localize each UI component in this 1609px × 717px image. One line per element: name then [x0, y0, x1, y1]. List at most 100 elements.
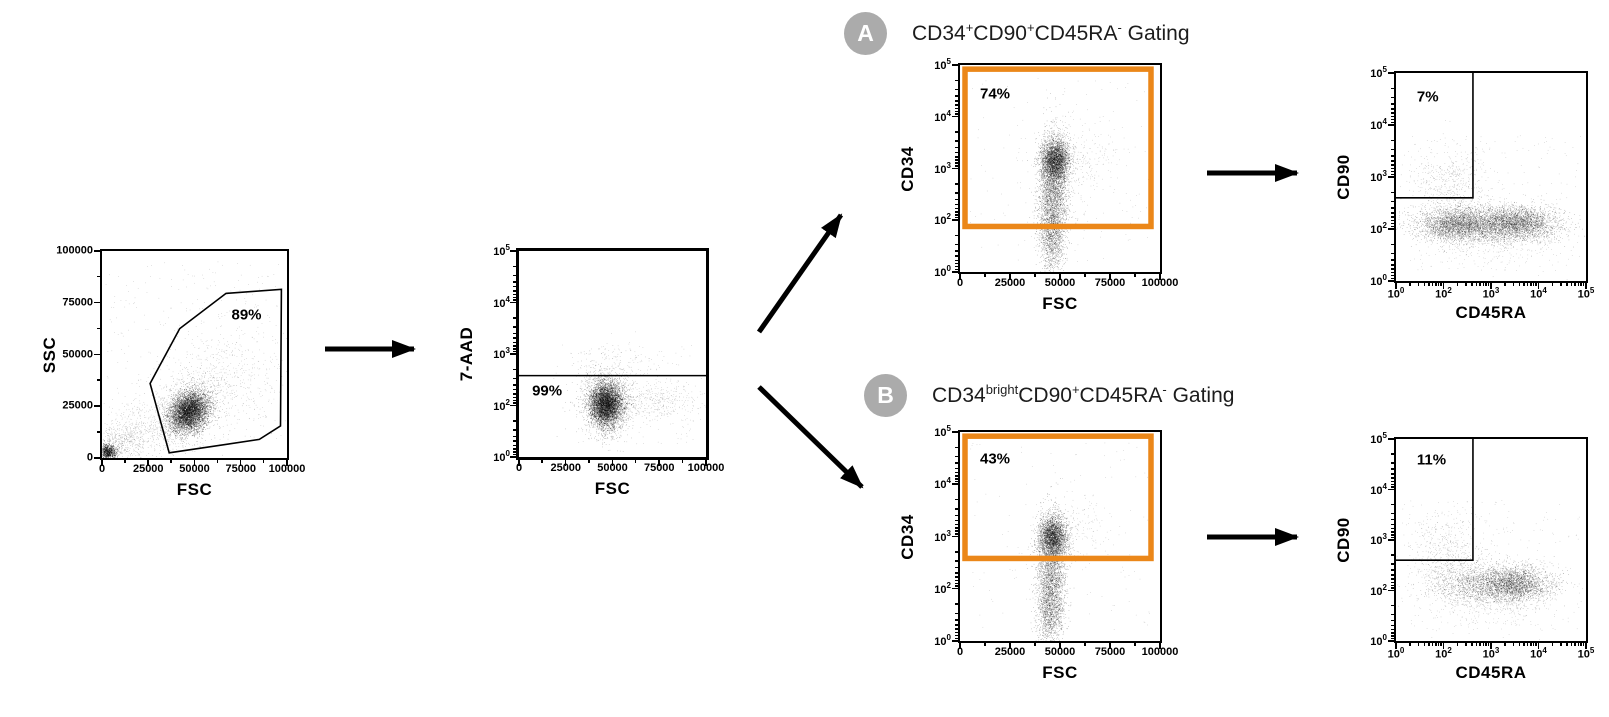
x-tick-minor — [984, 274, 986, 277]
x-tick-label: 105 — [1577, 646, 1595, 661]
x-tick-label: 50000 — [597, 462, 628, 474]
x-tick-minor — [1512, 283, 1515, 286]
branch-a-title: CD34+CD90+CD45RA- Gating — [912, 20, 1190, 46]
x-tick-minor — [1582, 643, 1585, 646]
y-tick-minor — [955, 156, 958, 158]
y-tick-minor — [1391, 584, 1394, 587]
y-tick-minor — [513, 451, 516, 453]
gate-percent-label: 43% — [980, 450, 1011, 468]
y-tick-minor — [513, 393, 516, 395]
y-tick-minor — [513, 337, 516, 339]
gate-percent-label: 99% — [532, 382, 563, 400]
y-tick-minor — [1391, 635, 1394, 637]
x-tick — [1109, 643, 1111, 649]
y-tick — [510, 353, 516, 355]
y-tick-minor — [955, 480, 958, 483]
x-tick-minor — [1487, 643, 1490, 646]
y-tick — [1388, 488, 1394, 490]
y-tick-minor — [955, 100, 958, 102]
x-tick-minor — [1134, 643, 1136, 646]
plot-b-cd90-vs-cd45ra: CD90 CD45RA 105 104 103 102 100 100 102 103 104 105… — [1334, 432, 1594, 682]
y-tick-label: 105 — [1370, 65, 1387, 80]
x-tick-minor — [1504, 643, 1506, 646]
y-tick-minor — [955, 533, 958, 535]
marker-superscript: + — [1071, 382, 1080, 397]
x-tick-minor — [984, 643, 986, 646]
y-tick-minor — [955, 478, 958, 480]
scatter-canvas-a-cd34-vs-fsc — [960, 65, 1160, 272]
x-tick-minor — [1485, 643, 1487, 646]
x-tick-minor — [1456, 643, 1459, 646]
y-tick-minor — [513, 285, 516, 288]
x-tick-label: 0 — [956, 646, 964, 658]
y-tick-minor — [955, 475, 958, 477]
y-tick-label: 103 — [934, 160, 951, 176]
y-tick-minor — [1391, 628, 1394, 631]
y-tick-minor — [97, 431, 100, 433]
y-tick-minor — [1391, 212, 1394, 214]
branch-a-header: A CD34+CD90+CD45RA- Gating — [844, 11, 1190, 55]
y-tick-minor — [955, 624, 958, 626]
x-tick-minor — [1417, 643, 1420, 646]
y-tick-minor — [97, 275, 100, 278]
x-tick — [239, 460, 242, 466]
x-tick-minor — [1535, 283, 1537, 286]
x-tick-label: 50000 — [179, 463, 210, 475]
y-tick — [952, 587, 958, 590]
plot-a-cd90-vs-cd45ra: CD90 CD45RA 105 104 103 102 100 100 102 103 104 105… — [1334, 66, 1594, 322]
y-tick-minor — [1391, 468, 1394, 470]
y-tick-minor — [513, 368, 516, 370]
x-tick — [1442, 283, 1444, 289]
y-tick-minor — [1391, 531, 1394, 533]
x-tick-label: 100000 — [1141, 277, 1179, 289]
x-tick-minor — [1523, 283, 1525, 286]
y-tick — [94, 405, 100, 407]
y-tick-minor — [1391, 148, 1394, 151]
gate-percent-label: 11% — [1416, 451, 1447, 469]
y-tick-minor — [513, 265, 516, 267]
marker-superscript: bright — [985, 382, 1019, 397]
y-axis-label: CD34 — [898, 513, 917, 560]
y-tick-minor — [513, 396, 516, 399]
y-tick-minor — [513, 317, 516, 319]
y-tick — [94, 301, 100, 304]
y-tick-minor — [955, 131, 958, 133]
y-tick-minor — [955, 471, 958, 474]
x-tick-minor — [1530, 283, 1532, 286]
y-tick-minor — [1391, 219, 1394, 222]
x-tick-minor — [1465, 283, 1467, 286]
scatter-canvas-b-cd90-vs-cd45ra — [1396, 439, 1586, 641]
y-tick-minor — [955, 234, 958, 237]
plot-b-cd34-vs-fsc: CD34 FSC 105 104 103 102 100 0 25000 50000 75000 10… — [898, 425, 1178, 682]
x-tick-minor — [262, 460, 265, 463]
x-tick-label: 100 — [1387, 646, 1405, 661]
y-tick-minor — [955, 183, 958, 185]
y-tick-minor — [1391, 222, 1394, 225]
x-tick-minor — [681, 460, 684, 463]
y-tick-label: 103 — [1370, 169, 1387, 184]
y-tick-minor — [955, 268, 958, 271]
x-tick-minor — [1551, 283, 1554, 286]
y-tick-minor — [955, 637, 958, 640]
x-tick-minor — [1435, 643, 1437, 646]
y-tick-minor — [1391, 473, 1394, 475]
x-tick-minor — [1482, 283, 1485, 286]
x-tick-minor — [1580, 283, 1582, 286]
x-tick-minor — [1409, 643, 1411, 646]
y-tick-minor — [955, 255, 958, 257]
x-tick-minor — [1560, 283, 1562, 286]
y-tick-minor — [955, 113, 958, 115]
x-tick-label: 75000 — [1094, 646, 1126, 658]
x-tick — [101, 460, 103, 466]
y-tick-minor — [513, 341, 516, 344]
marker-text: CD90 — [973, 22, 1027, 45]
x-tick-minor — [541, 460, 543, 463]
y-tick-minor — [1391, 619, 1394, 622]
y-tick-minor — [513, 299, 516, 301]
y-tick-minor — [1391, 527, 1394, 530]
marker-text: CD45RA — [1034, 22, 1118, 45]
y-tick-label: 105 — [934, 424, 951, 439]
y-tick-minor — [1391, 121, 1394, 124]
y-tick-minor — [955, 146, 958, 149]
x-tick-minor — [1566, 643, 1568, 646]
